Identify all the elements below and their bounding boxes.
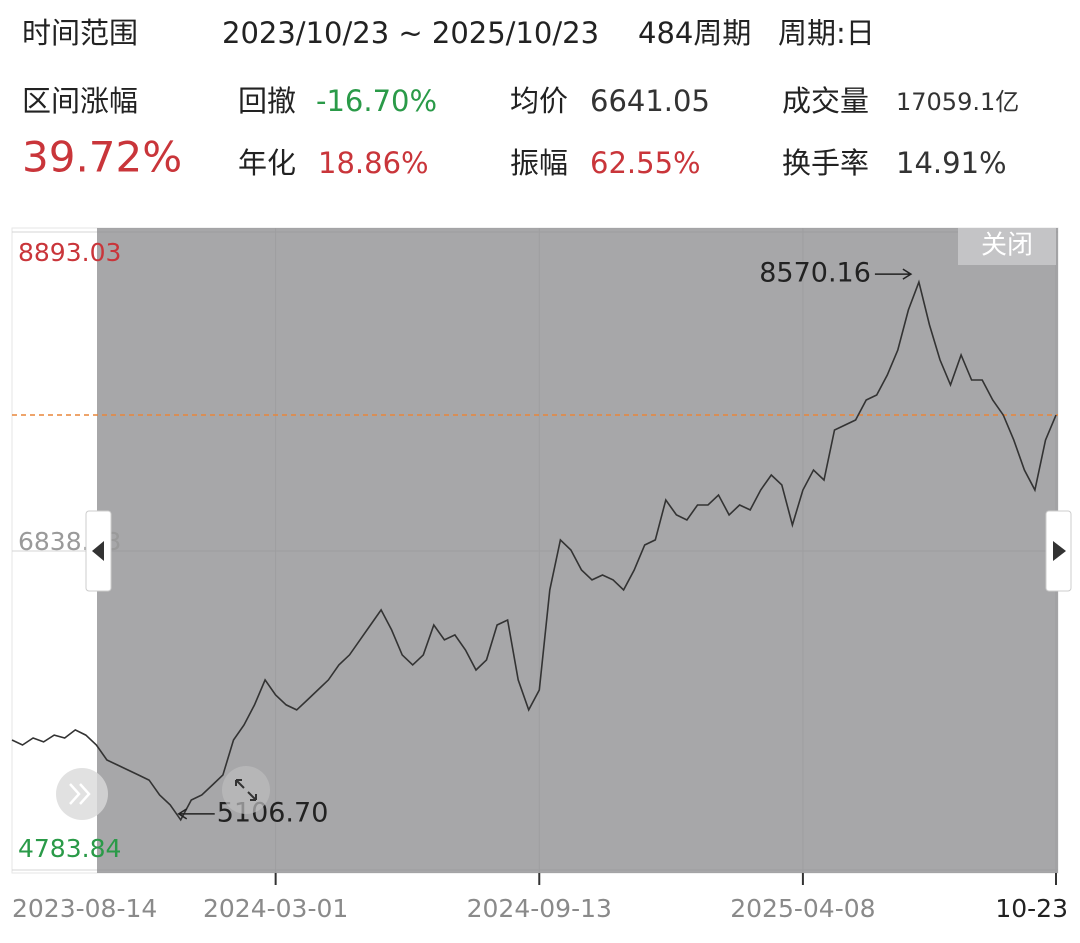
expand-icon: [69, 783, 91, 805]
max-label: 8570.16: [759, 258, 871, 289]
time-range[interactable]: 2023/10/23 ~ 2025/10/23: [222, 16, 599, 50]
label: 换手率: [782, 146, 869, 180]
annotation-arrow: [177, 808, 215, 820]
x-tick-label: 2023-08-14: [12, 894, 157, 923]
selection-overlay: [97, 228, 1058, 873]
expand-button[interactable]: [56, 768, 108, 820]
value: -16.70%: [316, 84, 437, 118]
zoom-icon: [235, 779, 257, 801]
change-value: 39.72%: [22, 133, 182, 182]
label: 回撤: [238, 84, 296, 118]
label: 均价: [510, 84, 568, 118]
handle-arrow: [92, 541, 104, 561]
close-label[interactable]: 关闭: [981, 231, 1033, 261]
value: 6641.05: [590, 84, 710, 118]
y-tick-label: 4783.84: [18, 834, 121, 863]
label: 区间涨幅: [22, 84, 138, 118]
handle-arrow: [1053, 541, 1066, 561]
value: 17059.1亿: [896, 88, 1019, 116]
x-tick-label: 2025-04-08: [730, 894, 875, 923]
period-type[interactable]: 周期:日: [778, 16, 875, 50]
close-button[interactable]: [958, 228, 1056, 265]
x-tick-label: 2024-09-13: [467, 894, 612, 923]
periods: 484周期: [638, 16, 751, 50]
x-tick-label: 10-23: [995, 894, 1068, 923]
y-tick-label: 8893.03: [18, 238, 121, 267]
label: 时间范围: [22, 16, 138, 50]
annotation-arrow: [874, 268, 913, 280]
value: 62.55%: [590, 146, 701, 180]
label: 成交量: [782, 84, 869, 118]
label: 年化: [238, 146, 296, 180]
zoom-button[interactable]: [222, 766, 270, 814]
label: 振幅: [510, 146, 568, 180]
value: 14.91%: [896, 146, 1007, 180]
value: 18.86%: [318, 146, 429, 180]
x-tick-label: 2024-03-01: [203, 894, 348, 923]
